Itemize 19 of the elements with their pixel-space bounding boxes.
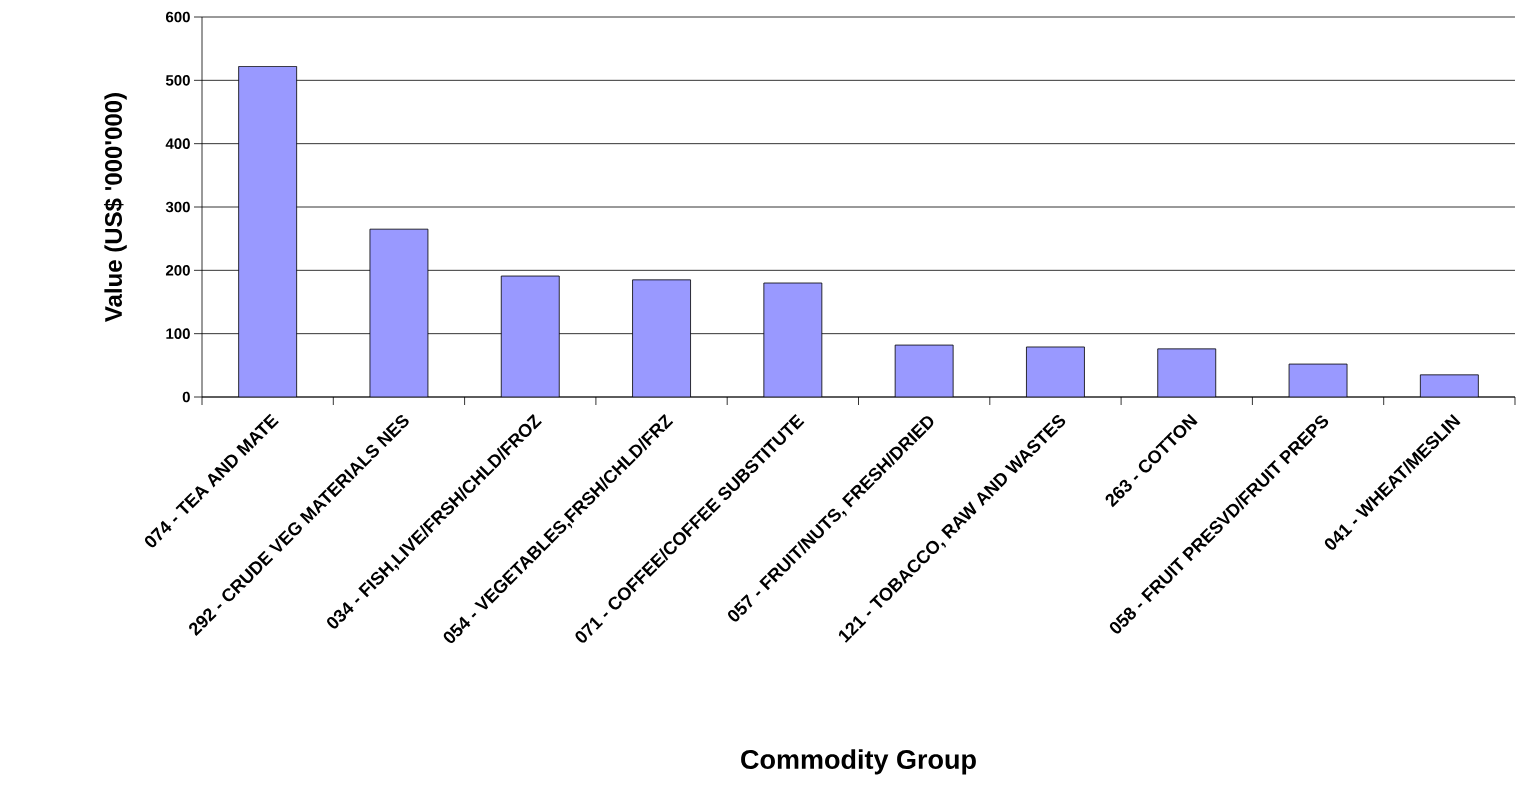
bar bbox=[369, 228, 429, 397]
bar bbox=[894, 344, 954, 397]
bar bbox=[763, 282, 823, 397]
x-axis-title: Commodity Group bbox=[741, 749, 976, 775]
y-tick-label: 500 bbox=[165, 75, 190, 86]
y-tick-label: 400 bbox=[165, 138, 190, 149]
y-axis-title: Value (US$ '000'000) bbox=[103, 93, 127, 322]
y-tick-label: 0 bbox=[182, 391, 190, 403]
y-tick-label: 200 bbox=[165, 265, 190, 276]
y-tick-label: 100 bbox=[166, 328, 190, 339]
bar bbox=[1026, 346, 1085, 397]
y-tick-label: 300 bbox=[165, 201, 190, 213]
y-tick-label: 600 bbox=[166, 11, 190, 23]
bar bbox=[1288, 363, 1348, 397]
bar bbox=[632, 279, 691, 397]
bar bbox=[1157, 348, 1217, 397]
bar bbox=[1419, 374, 1479, 397]
bar bbox=[500, 275, 560, 397]
bar bbox=[238, 66, 298, 397]
